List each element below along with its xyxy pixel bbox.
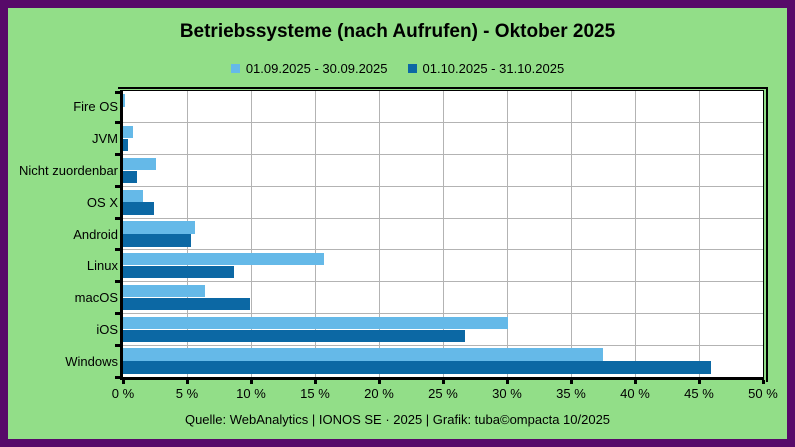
bar-previous-period <box>123 253 324 266</box>
chart-title: Betriebssysteme (nach Aufrufen) - Oktobe… <box>179 21 616 42</box>
legend-item-october: 01.10.2025 - 31.10.2025 <box>407 61 565 76</box>
bar-current-period <box>123 138 129 152</box>
legend-label: 01.09.2025 - 30.09.2025 <box>245 61 388 76</box>
gridline-vertical <box>378 91 380 377</box>
bar-previous-period <box>123 157 157 171</box>
source-note: Quelle: WebAnalytics | IONOS SE · 2025 |… <box>184 412 611 427</box>
x-axis-tick <box>761 380 765 384</box>
gridline-horizontal <box>123 312 763 314</box>
legend-item-september: 01.09.2025 - 30.09.2025 <box>230 61 388 76</box>
gridline-horizontal <box>123 185 763 187</box>
bar-current-period <box>123 170 138 184</box>
gridline-horizontal <box>123 217 763 219</box>
bar-current-period <box>123 265 235 279</box>
legend-label: 01.10.2025 - 31.10.2025 <box>422 61 565 76</box>
plot-outer-frame <box>118 87 768 382</box>
x-tick-label: 35 % <box>556 386 586 401</box>
x-tick-label: 10 % <box>236 386 266 401</box>
category-label: Linux <box>86 258 118 274</box>
gridline-vertical <box>314 91 316 377</box>
bar-current-period <box>123 297 250 311</box>
x-tick-label: 20 % <box>364 386 394 401</box>
category-label: Fire OS <box>73 99 118 115</box>
plot-area <box>115 90 765 384</box>
legend-swatch <box>407 64 417 73</box>
gridline-vertical <box>250 91 252 377</box>
category-label: Windows <box>65 353 118 369</box>
y-axis-tick <box>115 343 120 347</box>
gridline-vertical <box>698 91 700 377</box>
x-tick-label: 30 % <box>492 386 522 401</box>
category-label: iOS <box>96 321 118 337</box>
gridline-horizontal <box>123 122 763 124</box>
x-axis-tick <box>249 380 253 384</box>
bar-previous-period <box>123 94 125 107</box>
category-label: Android <box>73 226 118 242</box>
legend-swatch <box>230 64 240 73</box>
category-label: Nicht zuordenbar <box>19 162 118 178</box>
x-tick-label: 25 % <box>428 386 458 401</box>
gridline-vertical <box>634 91 636 377</box>
y-axis-tick <box>115 375 120 379</box>
gridline-horizontal <box>123 249 763 251</box>
page-background: Betriebssysteme (nach Aufrufen) - Oktobe… <box>8 8 787 439</box>
gridline-horizontal <box>123 344 763 346</box>
x-tick-label: 50 % <box>748 386 778 401</box>
legend: 01.09.2025 - 30.09.2025 01.10.2025 - 31.… <box>8 61 787 76</box>
x-tick-label: 40 % <box>620 386 650 401</box>
gridline-horizontal <box>123 154 763 156</box>
y-axis-tick <box>115 216 120 220</box>
bar-previous-period <box>123 189 144 202</box>
bar-previous-period <box>123 284 205 298</box>
y-axis-tick <box>115 153 120 157</box>
x-axis-tick <box>377 380 381 384</box>
gridline-vertical <box>506 91 508 377</box>
bar-current-period <box>123 202 154 215</box>
x-axis-tick <box>569 380 573 384</box>
x-axis-tick <box>121 380 125 384</box>
y-axis-tick <box>115 280 120 284</box>
x-tick-label: 45 % <box>684 386 714 401</box>
category-label: OS X <box>86 194 118 210</box>
x-axis-labels: 0 % 5 % 10 % 15 % 20 % 25 % 30 % 35 % 40 % 45 % 50… <box>112 386 778 402</box>
bar-previous-period <box>123 316 509 330</box>
bar-previous-period <box>123 348 603 361</box>
x-axis-tick <box>185 380 189 384</box>
bar-previous-period <box>123 221 195 234</box>
x-tick-label: 5 % <box>175 386 199 401</box>
y-axis-tick <box>115 184 120 188</box>
y-axis-tick <box>115 121 120 125</box>
bar-current-period <box>123 234 191 247</box>
y-axis-labels: Fire OS JVM Nicht zuordenbar OS X Android Lin… <box>8 91 118 377</box>
x-axis-tick <box>697 380 701 384</box>
bar-current-period <box>123 361 711 374</box>
y-axis-tick <box>115 91 120 94</box>
bar-current-period <box>123 329 465 342</box>
x-axis-tick <box>313 380 317 384</box>
y-axis-tick <box>115 311 120 315</box>
x-tick-label: 0 % <box>111 386 135 401</box>
gridline-vertical <box>570 91 572 377</box>
category-label: macOS <box>74 290 118 306</box>
x-tick-label: 15 % <box>300 386 330 401</box>
gridline-horizontal <box>123 281 763 283</box>
bar-previous-period <box>123 125 134 139</box>
x-axis-tick <box>633 380 637 384</box>
gridline-vertical <box>186 91 188 377</box>
x-axis-tick <box>505 380 509 384</box>
gridline-vertical <box>442 91 444 377</box>
x-axis-tick <box>441 380 445 384</box>
y-axis-tick <box>115 248 120 252</box>
category-label: JVM <box>92 131 118 147</box>
